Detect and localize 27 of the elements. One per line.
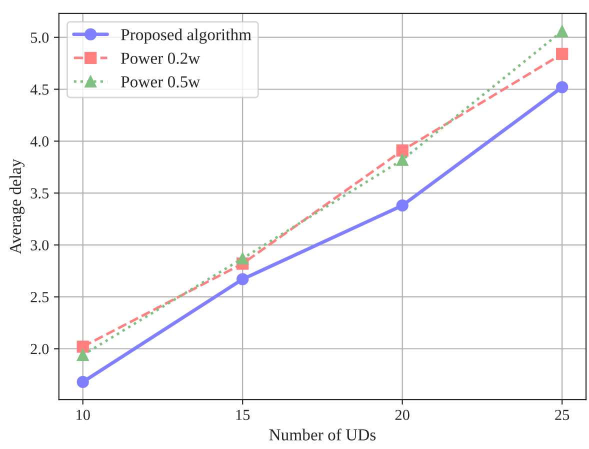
point [396, 144, 408, 157]
y-tick-label: 4.0 [30, 136, 49, 147]
x-tick-label: 20 [395, 410, 410, 420]
x-tick-label: 10 [76, 410, 90, 420]
y-tick-label: 4.5 [30, 84, 49, 95]
x-axis-title: Number of UDs [269, 428, 376, 440]
point [236, 252, 249, 265]
point [396, 199, 408, 212]
point [556, 81, 568, 94]
point [76, 348, 89, 362]
x-tick-label: 15 [236, 410, 250, 420]
point [76, 376, 89, 388]
point [236, 273, 249, 286]
y-tick-label: 5.0 [30, 32, 49, 43]
legend-label: Power 0.5w [121, 76, 200, 88]
y-axis-title: Average delay [9, 158, 25, 254]
legend-label: Power 0.2w [121, 52, 200, 64]
y-tick-label: 2.0 [30, 344, 49, 354]
y-tick-label: 2.5 [30, 292, 49, 302]
x-tick-label: 25 [555, 410, 570, 420]
point [556, 25, 568, 38]
point [396, 154, 408, 166]
y-tick-label: 3.5 [30, 188, 49, 199]
point [556, 48, 568, 60]
legend-label: Proposed algorithm [121, 28, 252, 44]
point [76, 340, 89, 353]
y-tick-label: 3.0 [30, 240, 49, 250]
